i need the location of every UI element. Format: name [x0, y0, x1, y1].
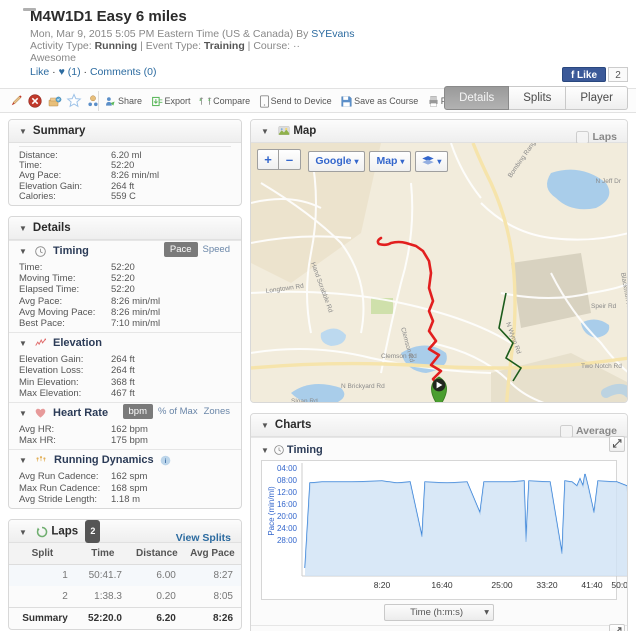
- svg-text:12:00: 12:00: [277, 488, 298, 497]
- svg-text:28:00: 28:00: [277, 536, 298, 545]
- svg-text:N Jeff Dr: N Jeff Dr: [595, 178, 621, 185]
- svg-text:16:40: 16:40: [431, 580, 453, 590]
- svg-text:Sloan Rd: Sloan Rd: [291, 398, 318, 402]
- svg-text:Pace (min/ml): Pace (min/ml): [267, 486, 276, 536]
- svg-text:20:00: 20:00: [277, 512, 298, 521]
- svg-text:8:20: 8:20: [374, 580, 391, 590]
- svg-text:33:20: 33:20: [536, 580, 558, 590]
- svg-text:i: i: [164, 458, 166, 465]
- svg-text:16:00: 16:00: [277, 500, 298, 509]
- svg-text:04:00: 04:00: [277, 464, 298, 473]
- svg-text:24:00: 24:00: [277, 524, 298, 533]
- svg-text:41:40: 41:40: [581, 580, 603, 590]
- svg-text:25:00: 25:00: [491, 580, 513, 590]
- svg-text:N Brickyard Rd: N Brickyard Rd: [341, 383, 385, 390]
- svg-text:Speir Rd: Speir Rd: [591, 303, 617, 310]
- svg-text:Clemson Rd: Clemson Rd: [381, 353, 417, 360]
- svg-text:50:00: 50:00: [611, 580, 628, 590]
- svg-text:Two Notch Rd: Two Notch Rd: [581, 363, 622, 370]
- svg-text:08:00: 08:00: [277, 476, 298, 485]
